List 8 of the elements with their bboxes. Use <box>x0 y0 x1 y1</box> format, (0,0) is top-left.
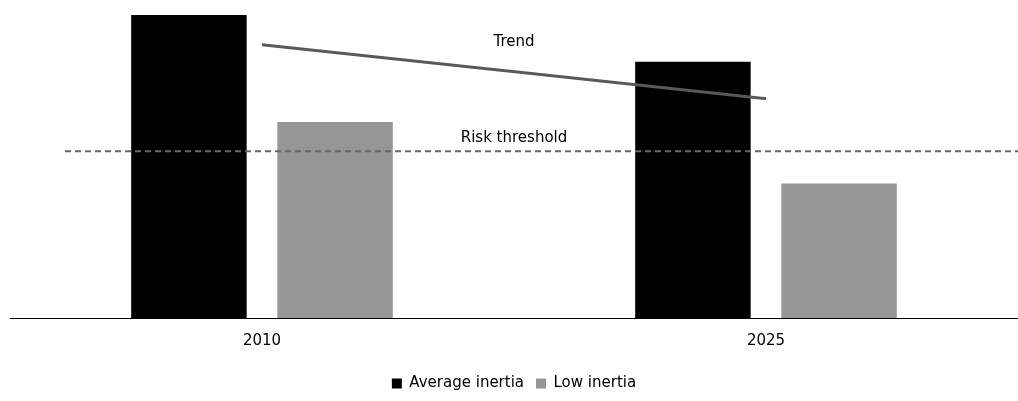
legend-label: Average inertia <box>409 373 525 392</box>
legend-label: Low inertia <box>553 373 637 392</box>
bar <box>781 183 897 318</box>
x-tick-label: 2025 <box>746 330 786 349</box>
bar <box>277 121 393 318</box>
x-tick-label: 2010 <box>242 330 282 349</box>
series-label: Trend <box>492 32 535 51</box>
ref-line-label: Risk threshold <box>460 127 568 146</box>
